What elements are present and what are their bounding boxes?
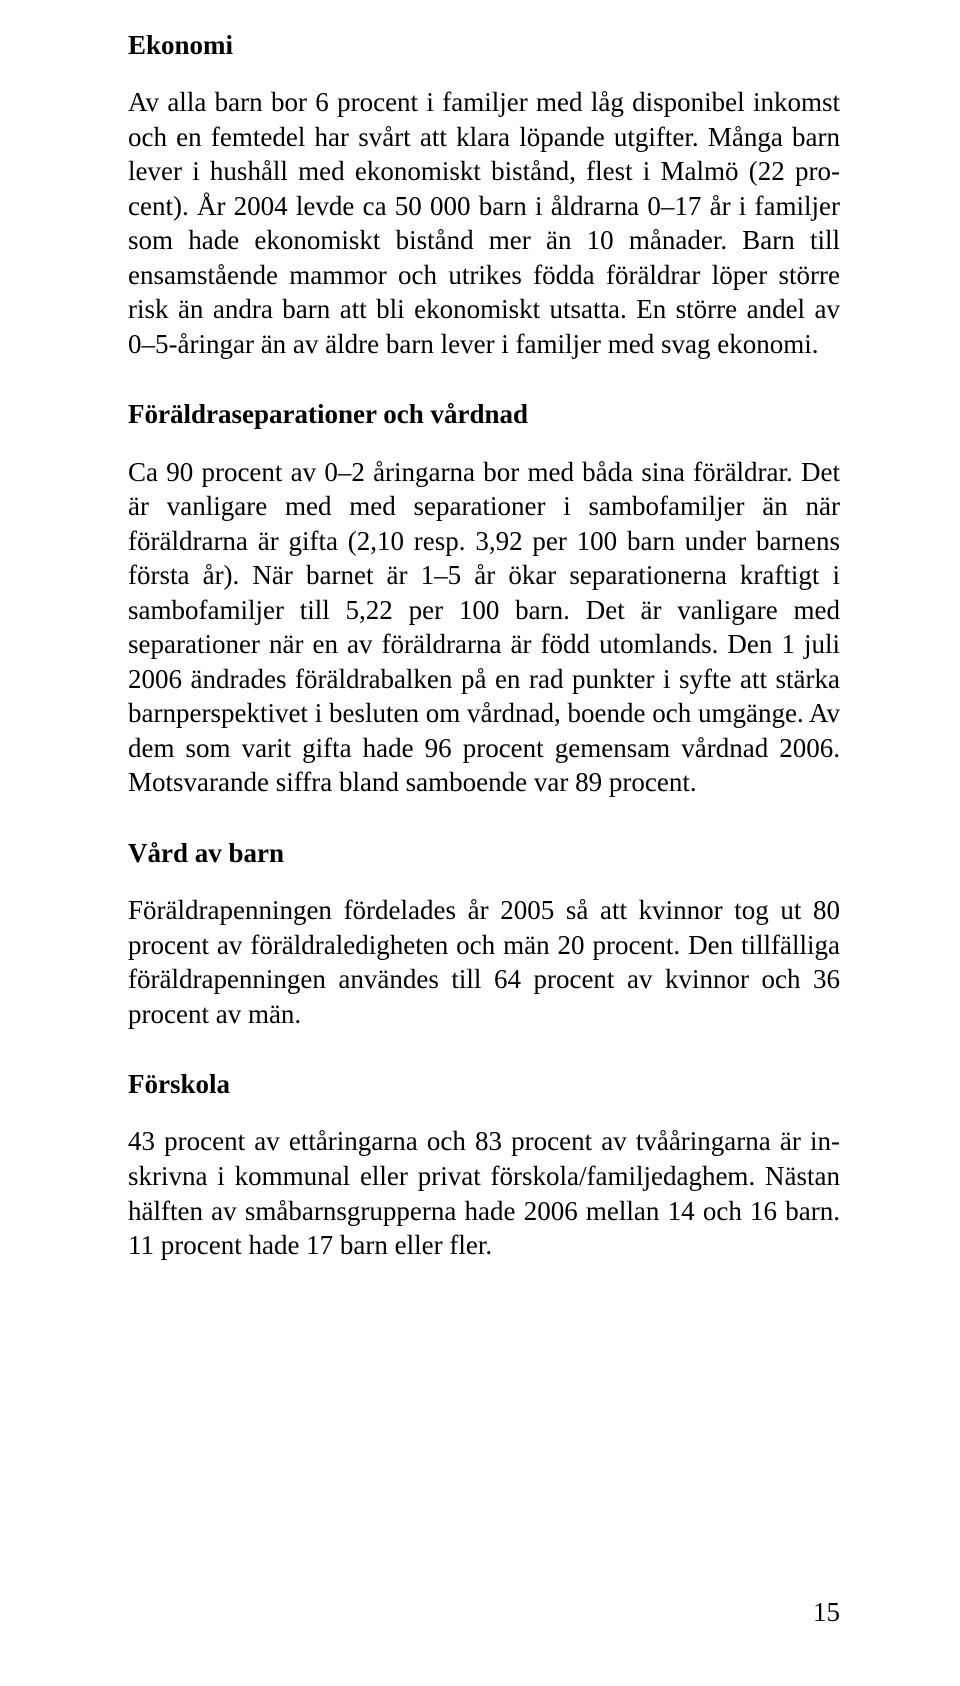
- section-heading-vard: Vård av barn: [128, 836, 840, 871]
- document-page: Ekonomi Av alla barn bor 6 procent i fam…: [0, 0, 960, 1263]
- section-body-separationer: Ca 90 procent av 0–2 åringarna bor med b…: [128, 455, 840, 800]
- section-body-ekonomi: Av alla barn bor 6 procent i familjer me…: [128, 85, 840, 361]
- section-heading-separationer: Föräldraseparationer och vårdnad: [128, 397, 840, 432]
- section-heading-ekonomi: Ekonomi: [128, 28, 840, 63]
- section-heading-forskola: Förskola: [128, 1067, 840, 1102]
- page-number: 15: [813, 1597, 840, 1628]
- section-body-forskola: 43 procent av ettåringarna och 83 procen…: [128, 1124, 840, 1262]
- section-body-vard: Föräldrapenningen fördelades år 2005 så …: [128, 893, 840, 1031]
